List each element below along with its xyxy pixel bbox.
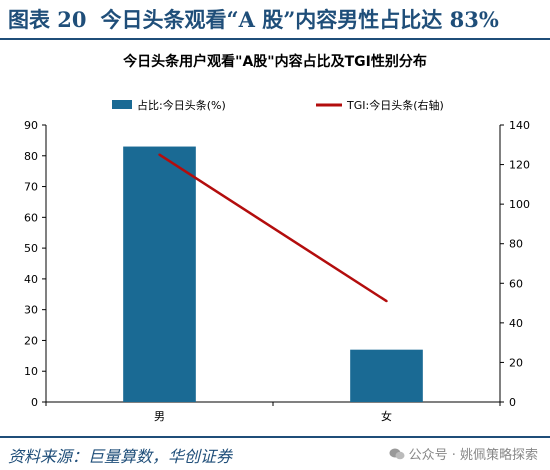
chart: 今日头条用户观看"A股"内容占比及TGI性别分布 占比:今日头条(%) TGI:… xyxy=(24,53,530,423)
legend: 占比:今日头条(%) TGI:今日头条(右轴) xyxy=(112,98,444,112)
figure-title: 图表 20 今日头条观看“A 股”内容男性占比达 83% xyxy=(8,4,544,34)
y-left-tick-label: 90 xyxy=(24,119,38,132)
bar-female xyxy=(350,349,423,402)
category-labels: 男女 xyxy=(154,409,392,423)
y-right-tick-label: 120 xyxy=(509,159,530,172)
footer: 资料来源：巨量算数，华创证券 公众号 · 姚佩策略探索 xyxy=(0,436,550,470)
y-left-tick-label: 30 xyxy=(24,304,38,317)
bars xyxy=(123,146,423,402)
tgi-line xyxy=(158,153,388,303)
footer-divider xyxy=(0,436,550,438)
y-right-tick-label: 20 xyxy=(509,356,523,369)
y-left-tick-label: 80 xyxy=(24,150,38,163)
watermark: 公众号 · 姚佩策略探索 xyxy=(389,444,538,463)
category-label: 男 xyxy=(154,410,165,423)
y-left-tick-label: 20 xyxy=(24,334,38,347)
bar-male xyxy=(123,146,196,402)
source-note: 资料来源：巨量算数，华创证券 xyxy=(8,447,233,466)
tgi-line-series xyxy=(158,153,388,303)
legend-line-label: TGI:今日头条(右轴) xyxy=(346,98,444,112)
legend-bar-label: 占比:今日头条(%) xyxy=(137,98,226,112)
axes: 0 10 20 30 40 50 60 70 80 90 0 20 40 60 80 100 120 140 xyxy=(24,119,530,409)
legend-bar-swatch xyxy=(112,100,132,109)
y-right-tick-label: 0 xyxy=(509,396,516,409)
y-left-tick-label: 50 xyxy=(24,242,38,255)
watermark-text: 公众号 · 姚佩策略探索 xyxy=(408,448,538,463)
category-label: 女 xyxy=(381,409,392,423)
y-right-tick-label: 100 xyxy=(509,198,530,211)
y-right-tick-label: 140 xyxy=(509,119,530,132)
y-right-tick-label: 40 xyxy=(509,317,523,330)
wechat-icon xyxy=(389,448,405,460)
y-left-tick-label: 60 xyxy=(24,211,38,224)
chart-title: 今日头条用户观看"A股"内容占比及TGI性别分布 xyxy=(122,53,427,70)
figure-number: 图表 20 xyxy=(8,7,87,32)
y-left-tick-label: 10 xyxy=(24,365,38,378)
tgi-point xyxy=(385,299,388,303)
figure-heading: 今日头条观看“A 股”内容男性占比达 83% xyxy=(100,7,499,32)
y-right-tick-label: 60 xyxy=(509,277,523,290)
y-left-tick-label: 40 xyxy=(24,273,38,286)
y-left-tick-label: 0 xyxy=(31,396,38,409)
title-divider xyxy=(0,38,550,40)
tgi-point xyxy=(158,153,161,156)
y-left-tick-label: 70 xyxy=(24,181,38,194)
y-right-tick-label: 80 xyxy=(509,238,523,251)
